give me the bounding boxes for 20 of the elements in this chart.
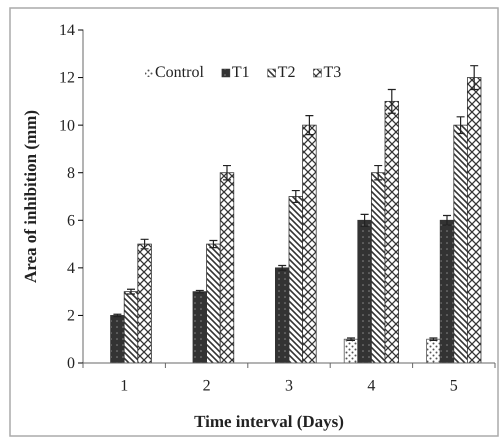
y-tick-label: 0 [67,355,75,372]
x-axis-title: Time interval (Days) [194,412,344,431]
y-tick-label: 12 [59,70,75,87]
x-tick-label: 2 [202,377,211,394]
legend-label: T3 [323,64,342,81]
y-axis-title: Area of inhibition (mm) [21,110,40,283]
x-tick-label: 5 [450,377,458,394]
y-tick-label: 4 [67,260,75,277]
legend-label: T1 [232,64,250,81]
y-tick-label: 6 [67,212,75,230]
legend-label: Control [155,64,204,81]
x-tick-label: 3 [285,377,293,394]
x-tick-label: 4 [367,377,376,394]
y-tick-label: 10 [59,117,75,134]
legend-label: T2 [278,64,296,81]
y-tick-label: 8 [67,164,75,182]
y-tick-label: 14 [59,22,75,40]
bar [426,338,441,364]
y-tick-label: 2 [67,308,75,325]
x-tick-label: 1 [120,377,128,394]
